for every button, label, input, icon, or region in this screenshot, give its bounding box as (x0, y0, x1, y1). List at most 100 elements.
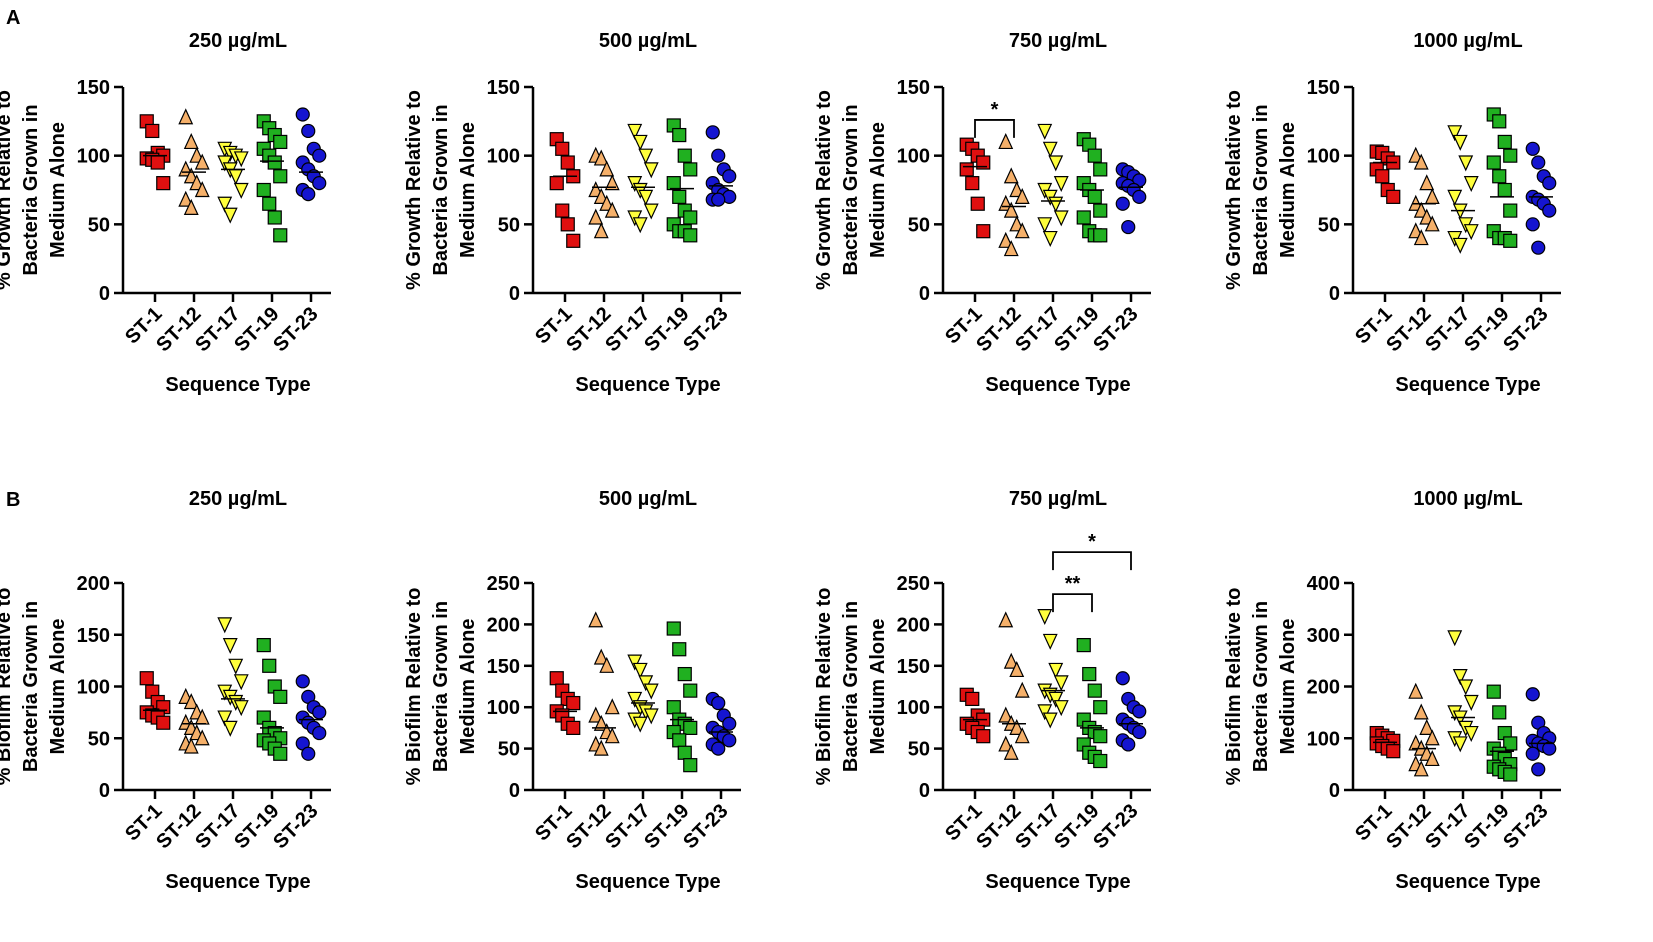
point (593, 739, 609, 756)
y-tick-label: 250 (897, 573, 930, 595)
point (959, 162, 974, 177)
y-axis-label: Bacteria Grown in (20, 601, 42, 772)
point (588, 208, 604, 225)
x-axis-label: Sequence Type (985, 871, 1130, 893)
point (217, 617, 233, 634)
y-tick-label: 100 (897, 146, 930, 168)
point (1037, 217, 1053, 234)
point (1413, 703, 1429, 720)
point (683, 683, 698, 698)
y-tick-label: 0 (99, 283, 110, 305)
point (549, 176, 564, 191)
point (683, 720, 698, 736)
y-axis-label: Medium Alone (867, 122, 889, 258)
point (632, 716, 648, 733)
point (588, 706, 604, 723)
point (1447, 630, 1463, 647)
point (604, 727, 620, 744)
point (1463, 176, 1479, 193)
point (711, 148, 726, 163)
point (1386, 189, 1401, 204)
y-axis-label: Bacteria Grown in (1250, 104, 1272, 275)
point (1531, 155, 1546, 170)
point (312, 176, 327, 191)
y-axis-label: Medium Alone (457, 619, 479, 755)
point (233, 674, 249, 691)
point (976, 224, 991, 239)
chart-title: 500 µg/mL (599, 30, 697, 52)
point (1463, 694, 1479, 711)
point (267, 210, 282, 225)
point (1048, 196, 1064, 213)
point (217, 710, 233, 727)
point (222, 720, 238, 737)
point (1424, 187, 1440, 204)
point (312, 148, 327, 163)
point (1492, 114, 1507, 129)
point (1014, 727, 1030, 744)
point (301, 123, 316, 139)
point (1408, 682, 1424, 699)
point (1503, 767, 1518, 782)
point (301, 746, 316, 761)
point (262, 658, 277, 673)
point (632, 217, 648, 234)
point (1087, 148, 1102, 163)
point (1076, 210, 1091, 225)
point (1503, 148, 1518, 163)
point (273, 228, 288, 243)
point (222, 637, 238, 655)
point (627, 123, 643, 140)
point (1042, 230, 1058, 247)
point (1009, 661, 1025, 678)
significance-label: * (991, 99, 999, 121)
point (1503, 736, 1518, 751)
y-axis-label: Medium Alone (47, 122, 69, 258)
y-tick-label: 0 (509, 780, 520, 802)
x-axis-label: Sequence Type (165, 871, 310, 893)
point (194, 153, 210, 170)
point (998, 133, 1014, 150)
chart-title: 250 µg/mL (189, 30, 287, 52)
point (1014, 187, 1030, 204)
point (722, 169, 737, 184)
point (1447, 125, 1463, 142)
point (1093, 162, 1108, 177)
y-axis-label: % Biofilm Relative to (403, 588, 425, 786)
point (593, 222, 609, 239)
point (666, 621, 681, 636)
point (1053, 176, 1069, 193)
point (273, 169, 288, 184)
y-tick-label: 50 (908, 214, 930, 236)
y-tick-label: 150 (487, 656, 520, 678)
point (1121, 737, 1136, 752)
point (638, 675, 654, 692)
point (1375, 169, 1390, 184)
point (627, 654, 643, 671)
point (722, 716, 737, 731)
y-axis-label: Bacteria Grown in (430, 601, 452, 772)
y-tick-label: 0 (1329, 283, 1340, 305)
point (632, 134, 648, 151)
y-tick-label: 100 (77, 677, 110, 699)
y-tick-label: 150 (77, 625, 110, 647)
point (683, 758, 698, 773)
point (1525, 217, 1540, 232)
point (1525, 746, 1540, 761)
point (627, 691, 643, 708)
y-tick-label: 200 (77, 573, 110, 595)
point (312, 705, 327, 720)
point (1014, 681, 1030, 698)
point (1452, 736, 1468, 753)
point (1115, 671, 1130, 686)
point (267, 155, 282, 170)
point (1413, 760, 1429, 777)
x-tick-label: ST-23 (1089, 303, 1142, 356)
point (183, 737, 199, 754)
point (1042, 712, 1058, 729)
point (1042, 141, 1058, 158)
point (549, 671, 564, 686)
chart-title: 1000 µg/mL (1413, 488, 1522, 510)
point (1531, 762, 1546, 777)
